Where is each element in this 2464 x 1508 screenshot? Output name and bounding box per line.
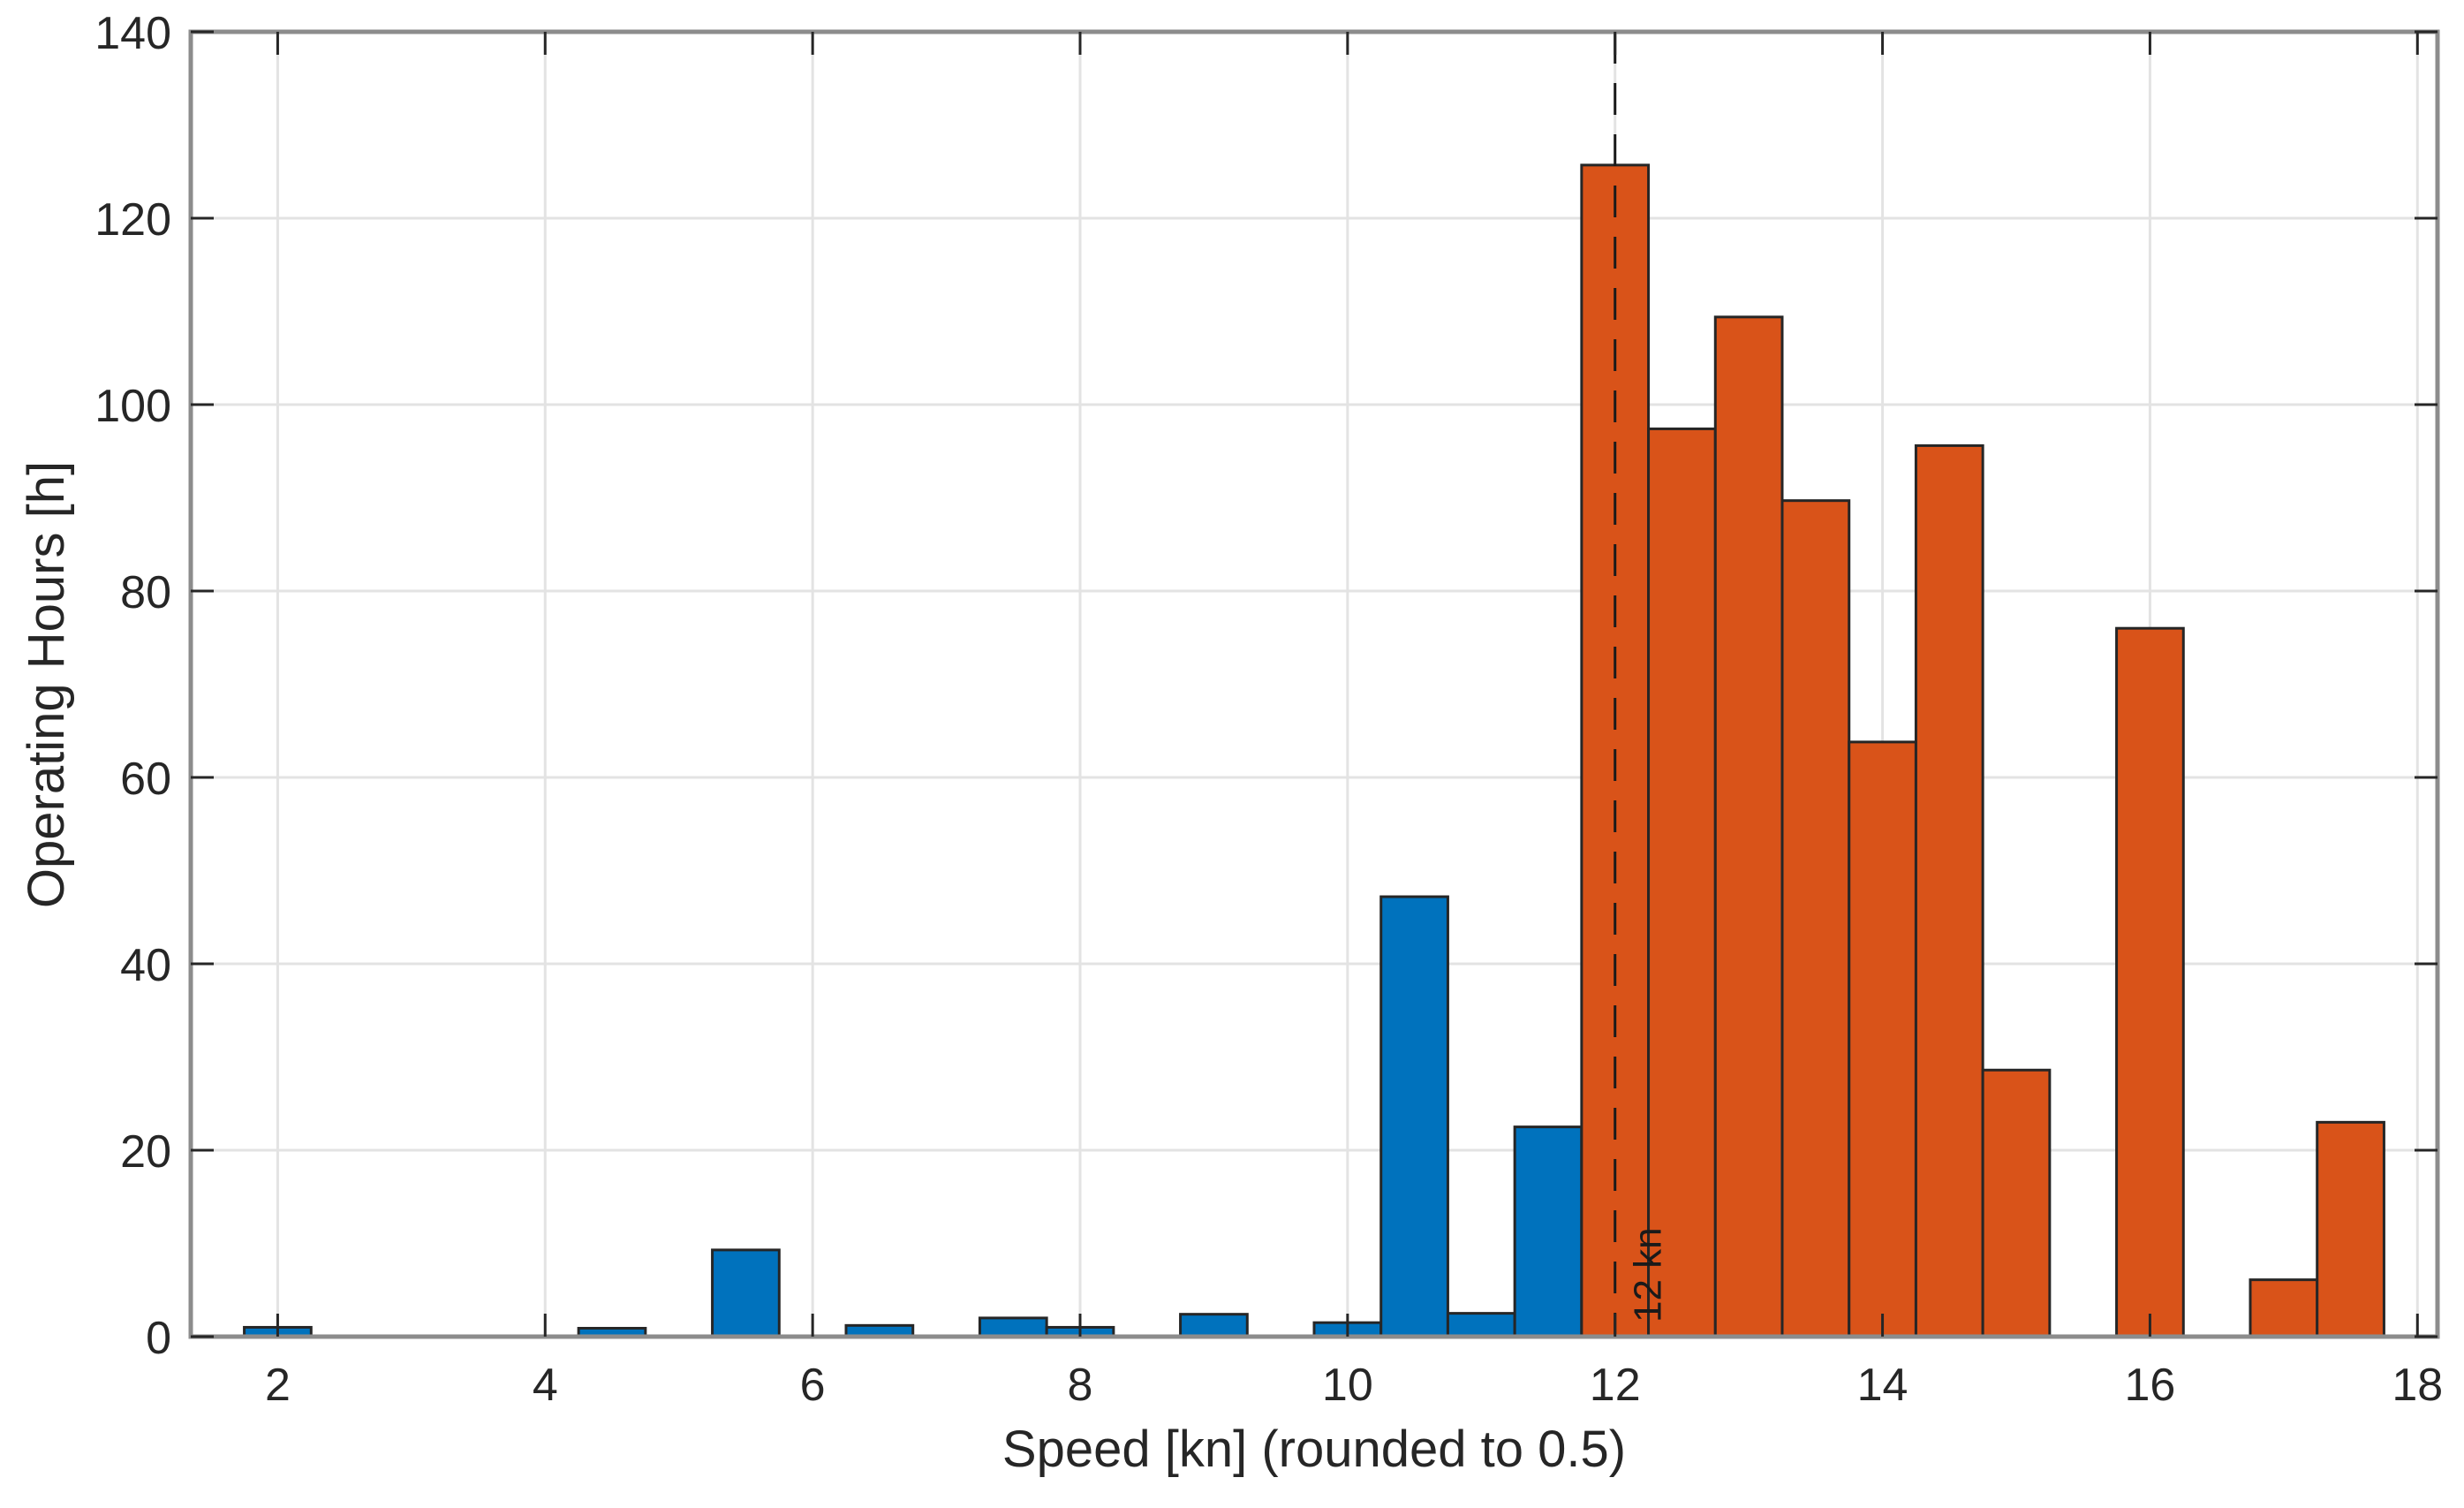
histogram-bar [711,1248,781,1338]
histogram-bar [2249,1278,2319,1338]
x-tick-label: 4 [533,1360,558,1411]
y-tick-label: 140 [94,8,171,59]
axes-frame [188,29,2440,1339]
histogram-bar [1379,895,1449,1338]
x-tick-label: 18 [2392,1360,2443,1411]
histogram-bar [978,1316,1048,1338]
x-tick-label: 16 [2125,1360,2176,1411]
y-tick-label: 60 [120,754,171,805]
histogram-bar [1513,1125,1583,1338]
y-tick-label: 100 [94,381,171,432]
histogram-bar [1914,443,1984,1338]
histogram-bar [1780,499,1851,1338]
histogram-bar [1848,740,1917,1338]
grid-lines [191,30,2438,1338]
x-tick-label: 6 [800,1360,826,1411]
y-axis-label: Operating Hours [h] [18,461,75,908]
axes-box [188,29,2440,1339]
x-tick-label: 14 [1857,1360,1908,1411]
histogram-bar [1713,315,1784,1338]
histogram-bar [2316,1120,2385,1338]
x-tick-label: 8 [1068,1360,1093,1411]
x-axis-label: Speed [kn] (rounded to 0.5) [1002,1421,1626,1478]
histogram-bar [1981,1068,2052,1338]
histogram-bar [1446,1312,1516,1338]
x-tick-label: 2 [265,1360,291,1411]
histogram-bar [2115,626,2185,1338]
y-tick-label: 80 [120,567,171,618]
bar-series [243,163,2385,1338]
histogram-bar [1179,1313,1249,1338]
histogram-bar [1647,427,1717,1338]
threshold-label: 12 kn [1627,1227,1670,1322]
x-tick-label: 12 [1590,1360,1641,1411]
threshold-line: 12 kn [1614,32,1670,1337]
y-axis-ticks: 0 20 40 60 80 100 120 140 [94,8,2438,1364]
y-tick-label: 0 [146,1313,171,1364]
y-tick-label: 20 [120,1126,171,1178]
y-tick-label: 40 [120,940,171,991]
x-axis-ticks: 2 4 6 8 10 12 14 16 18 [265,32,2443,1411]
x-tick-label: 10 [1322,1360,1373,1411]
y-tick-label: 120 [94,194,171,246]
